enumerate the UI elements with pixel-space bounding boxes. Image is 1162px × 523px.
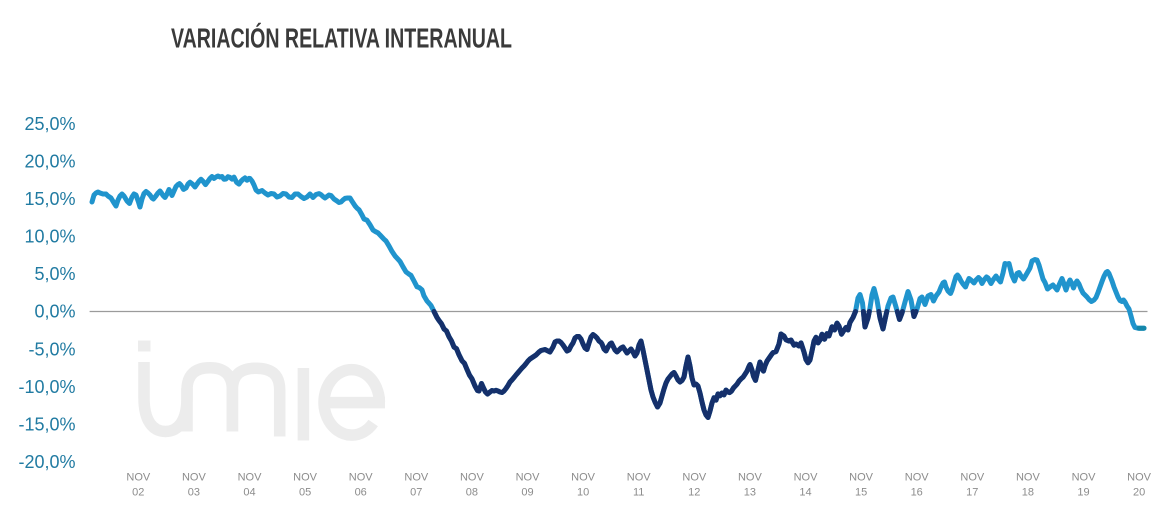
svg-text:09: 09 bbox=[521, 487, 533, 499]
svg-text:19: 19 bbox=[1077, 487, 1089, 499]
svg-text:13: 13 bbox=[744, 487, 756, 499]
svg-text:08: 08 bbox=[466, 487, 478, 499]
svg-text:NOV: NOV bbox=[293, 472, 318, 484]
svg-text:05: 05 bbox=[299, 487, 311, 499]
svg-text:-5,0%: -5,0% bbox=[28, 339, 75, 359]
svg-text:16: 16 bbox=[911, 487, 923, 499]
svg-text:VARIACIÓN RELATIVA INTERANUAL: VARIACIÓN RELATIVA INTERANUAL bbox=[171, 22, 512, 54]
svg-text:NOV: NOV bbox=[1072, 472, 1097, 484]
svg-text:NOV: NOV bbox=[349, 472, 374, 484]
svg-text:-10,0%: -10,0% bbox=[18, 377, 75, 397]
svg-text:NOV: NOV bbox=[738, 472, 763, 484]
svg-text:03: 03 bbox=[188, 487, 200, 499]
svg-text:06: 06 bbox=[355, 487, 367, 499]
svg-text:-15,0%: -15,0% bbox=[18, 414, 75, 434]
svg-text:NOV: NOV bbox=[126, 472, 151, 484]
svg-text:04: 04 bbox=[243, 487, 255, 499]
svg-text:18: 18 bbox=[1022, 487, 1034, 499]
svg-text:02: 02 bbox=[132, 487, 144, 499]
svg-text:NOV: NOV bbox=[960, 472, 985, 484]
svg-text:0,0%: 0,0% bbox=[34, 302, 75, 322]
svg-text:NOV: NOV bbox=[905, 472, 930, 484]
svg-text:NOV: NOV bbox=[627, 472, 652, 484]
svg-text:NOV: NOV bbox=[571, 472, 596, 484]
svg-text:-20,0%: -20,0% bbox=[18, 452, 75, 472]
svg-text:15: 15 bbox=[855, 487, 867, 499]
svg-text:NOV: NOV bbox=[404, 472, 429, 484]
svg-text:17: 17 bbox=[966, 487, 978, 499]
svg-text:25,0%: 25,0% bbox=[24, 114, 75, 134]
svg-text:NOV: NOV bbox=[1016, 472, 1041, 484]
svg-text:NOV: NOV bbox=[182, 472, 207, 484]
svg-text:NOV: NOV bbox=[682, 472, 707, 484]
svg-text:14: 14 bbox=[799, 487, 811, 499]
svg-text:NOV: NOV bbox=[1127, 472, 1152, 484]
svg-text:NOV: NOV bbox=[849, 472, 874, 484]
svg-text:10: 10 bbox=[577, 487, 589, 499]
svg-text:NOV: NOV bbox=[238, 472, 263, 484]
svg-text:NOV: NOV bbox=[516, 472, 541, 484]
svg-text:20,0%: 20,0% bbox=[24, 151, 75, 171]
svg-text:15,0%: 15,0% bbox=[24, 189, 75, 209]
svg-text:10,0%: 10,0% bbox=[24, 227, 75, 247]
svg-text:5,0%: 5,0% bbox=[34, 264, 75, 284]
svg-text:11: 11 bbox=[633, 487, 644, 499]
svg-text:20: 20 bbox=[1133, 487, 1145, 499]
svg-text:07: 07 bbox=[410, 487, 422, 499]
svg-text:12: 12 bbox=[688, 487, 700, 499]
svg-text:NOV: NOV bbox=[794, 472, 819, 484]
svg-text:NOV: NOV bbox=[460, 472, 485, 484]
